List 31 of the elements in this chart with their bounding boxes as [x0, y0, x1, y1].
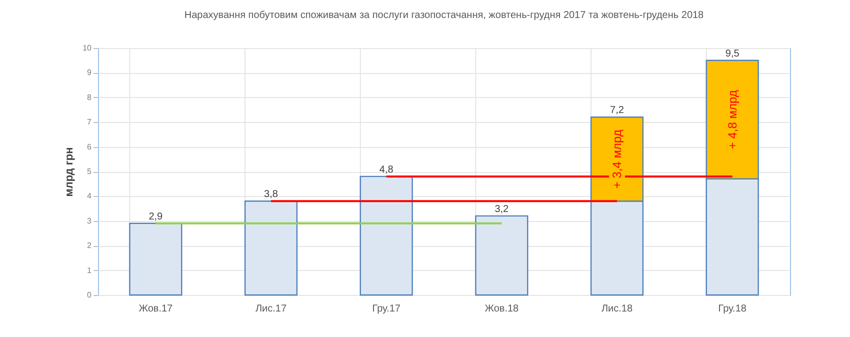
- data-label: + 4,8 млрд: [725, 90, 740, 150]
- x-tick-label: Жов.17: [138, 304, 174, 314]
- total-label: 7,2: [610, 105, 624, 116]
- y-tick-label: 10: [82, 44, 92, 52]
- bar: [475, 215, 528, 296]
- x-tick-label: Гру.17: [372, 304, 401, 314]
- y-axis-title: млрд грн: [64, 147, 76, 197]
- x-tick-label: Лис.17: [255, 304, 287, 314]
- data-label: 2,9: [148, 211, 164, 222]
- data-label: 4,8: [379, 164, 394, 176]
- x-tick-label: Жов.18: [484, 304, 520, 314]
- total-label: 9,5: [725, 48, 740, 60]
- y-tick-label: 4: [87, 192, 92, 201]
- data-label: 3,2: [494, 204, 510, 215]
- y-tick-label: 5: [87, 167, 92, 176]
- data-label: + 3,4 млрд: [610, 130, 624, 189]
- y-tick-label: 8: [87, 92, 92, 102]
- y-tick-label: 6: [87, 142, 92, 152]
- y-tick-label: 3: [87, 216, 92, 226]
- y-tick-label: 9: [87, 68, 92, 78]
- x-tick-label: Лис.18: [601, 304, 633, 314]
- data-label: 3,8: [264, 189, 278, 200]
- x-tick-label: Гру.18: [718, 304, 747, 314]
- bar: [244, 200, 298, 296]
- y-tick-label: 1: [87, 266, 92, 275]
- y-tick-label: 0: [87, 290, 92, 300]
- y-tick-label: 7: [87, 118, 92, 127]
- bar: [129, 222, 182, 296]
- y-tick-label: 2: [87, 241, 92, 250]
- chart-title: Нарахування побутовим споживачам за послуги газопостачання, жовтень-грудня 2017 та жовтень-грудень 2018: [184, 10, 704, 21]
- bar: [360, 176, 413, 296]
